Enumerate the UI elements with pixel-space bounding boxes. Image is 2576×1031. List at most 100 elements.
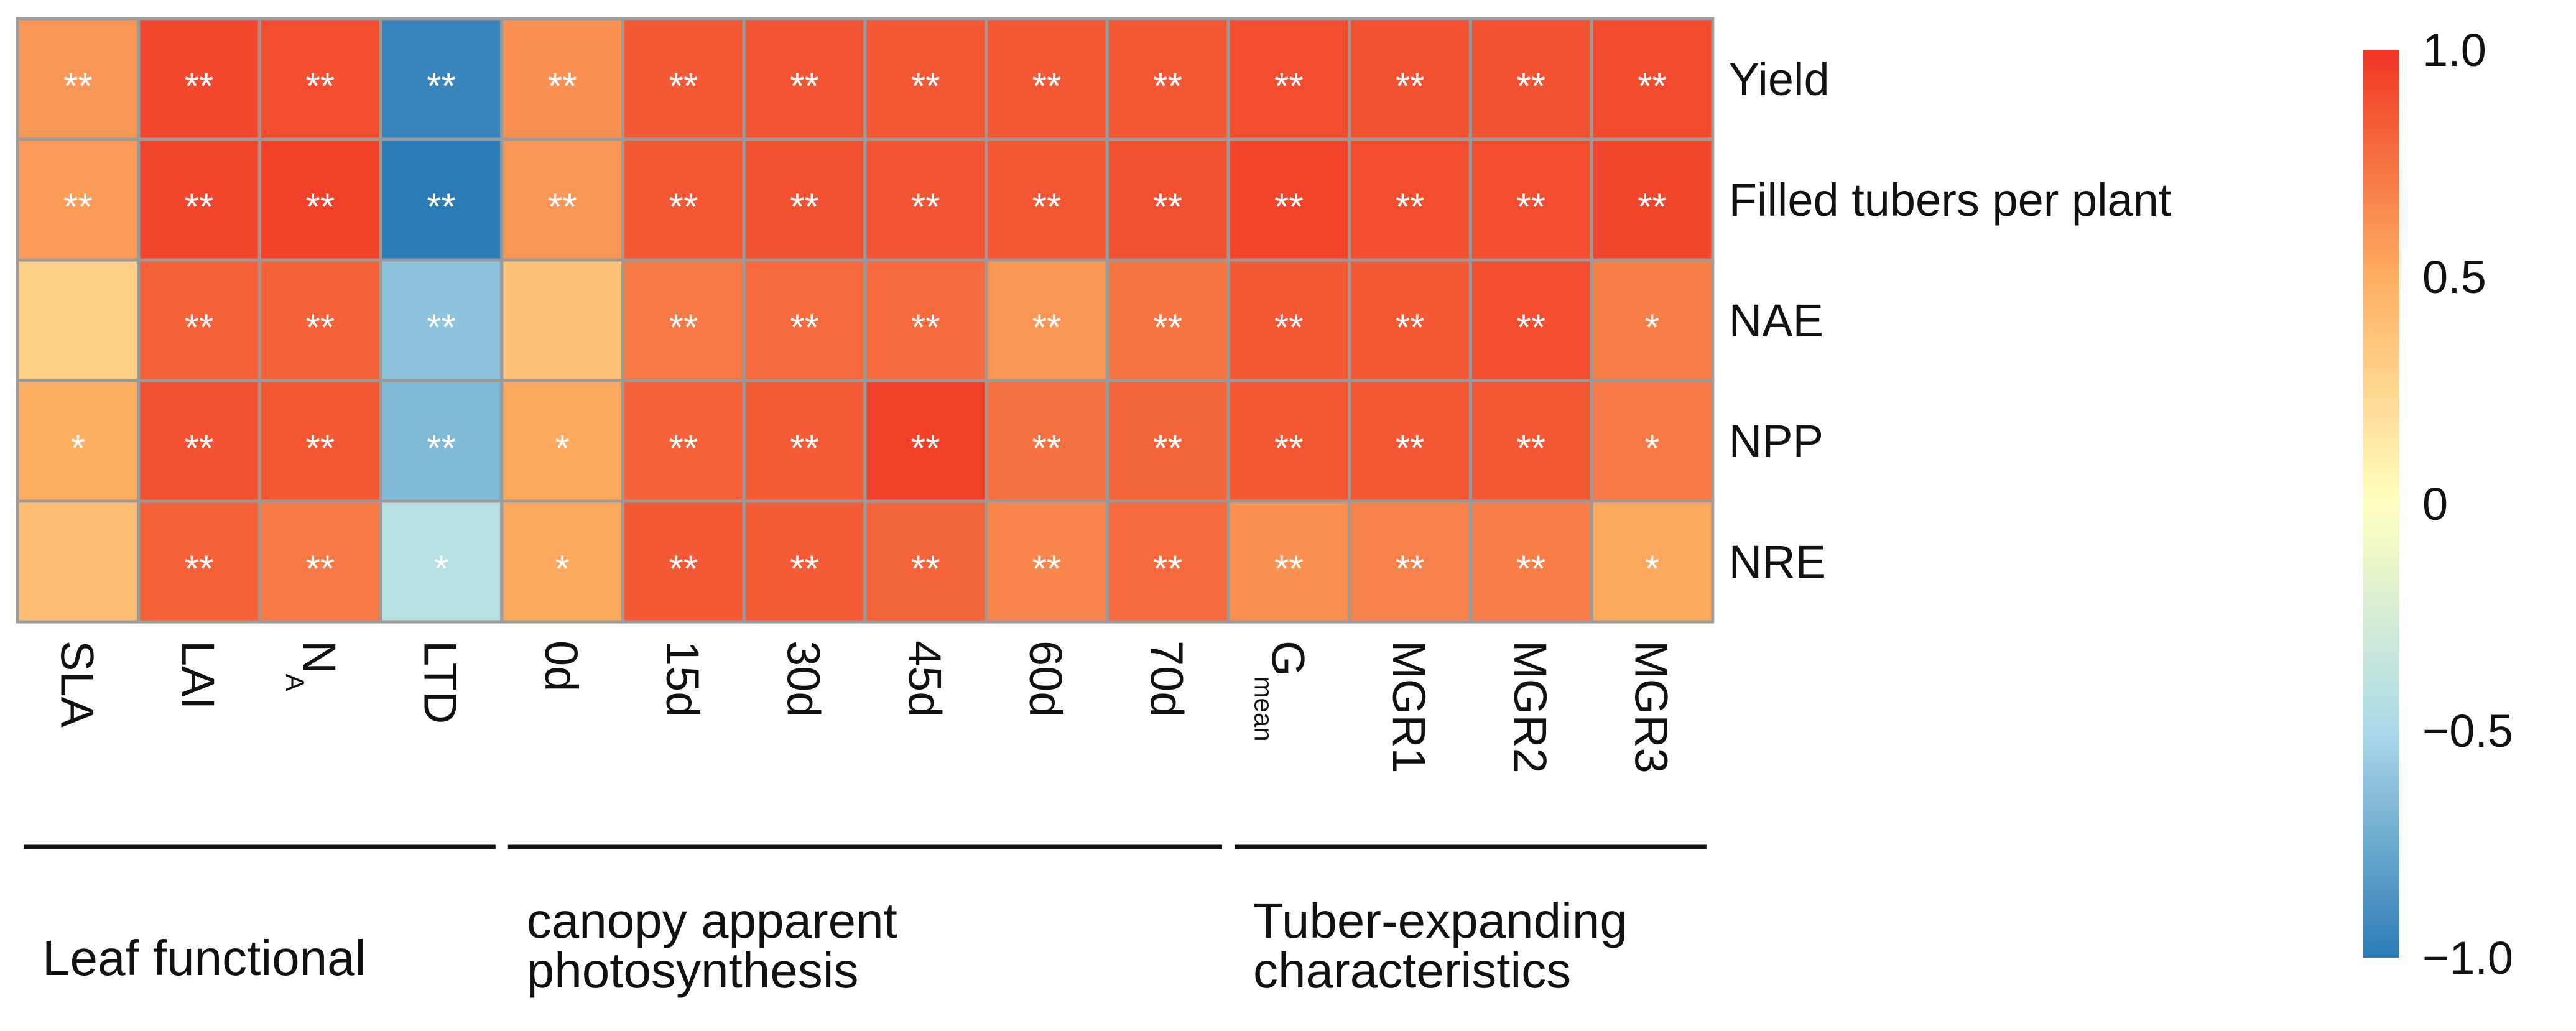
significance-mark: **	[185, 65, 214, 107]
heatmap-cell	[863, 137, 988, 262]
significance-mark: **	[1274, 186, 1304, 228]
column-label: MGR2	[1504, 640, 1556, 774]
column-label-text: 70d	[1141, 640, 1193, 717]
column-label: 30d	[778, 640, 830, 717]
heatmap-cell	[1590, 499, 1715, 624]
significance-mark: **	[1032, 548, 1062, 589]
heatmap-cell	[742, 137, 867, 262]
significance-mark: **	[1274, 427, 1304, 469]
heatmap-cell	[257, 137, 382, 262]
heatmap-cell	[1468, 379, 1593, 503]
scale-tick-label: 0.5	[2422, 251, 2486, 303]
heatmap-cell	[1105, 379, 1230, 503]
heatmap-cells: ** ** ** ** ** ** ** ** ** ** ** ** ** **** ** ** ** ** **…	[16, 17, 1715, 624]
column-label-main: 15d	[657, 640, 708, 717]
significance-mark: **	[427, 186, 456, 228]
significance-mark: **	[911, 307, 940, 348]
significance-mark: **	[1396, 548, 1425, 589]
significance-mark: **	[427, 427, 456, 469]
column-label-main: LTD	[414, 640, 466, 724]
significance-mark: **	[185, 186, 214, 228]
significance-mark: **	[548, 65, 577, 107]
significance-mark: **	[790, 186, 819, 228]
heatmap-cell	[621, 379, 746, 503]
significance-mark: **	[669, 427, 698, 469]
scale-tick-label: −1.0	[2422, 932, 2513, 984]
heatmap-cell	[379, 137, 504, 262]
significance-mark: **	[305, 65, 335, 107]
column-label: 70d	[1141, 640, 1193, 717]
significance-mark: **	[1153, 65, 1182, 107]
significance-mark: **	[790, 548, 819, 589]
heatmap-cell	[621, 137, 746, 262]
column-label-text: LTD	[414, 640, 466, 724]
heatmap-cell	[985, 499, 1109, 624]
significance-mark: **	[63, 186, 93, 228]
heatmap-cell	[137, 258, 261, 382]
significance-mark: **	[1516, 427, 1545, 469]
column-label-text: MGR2	[1504, 640, 1556, 774]
heatmap-cell	[1348, 17, 1472, 141]
column-label-text: Gmean	[1249, 640, 1313, 742]
column-label-main: 70d	[1141, 640, 1193, 717]
heatmap-cell	[500, 258, 624, 382]
heatmap-cell	[16, 17, 141, 141]
significance-mark: **	[427, 65, 456, 107]
column-label: MGR1	[1383, 640, 1435, 774]
column-label-text: 60d	[1020, 640, 1072, 717]
column-label-main: MGR2	[1504, 640, 1556, 774]
significance-mark: **	[548, 186, 577, 228]
column-label: LTD	[414, 640, 466, 724]
significance-mark: **	[669, 186, 698, 228]
significance-mark: **	[911, 186, 940, 228]
significance-mark: **	[185, 548, 214, 589]
significance-mark: **	[1032, 186, 1062, 228]
column-label-main: LAI	[172, 640, 224, 710]
group-label: photosynthesis	[527, 943, 859, 998]
row-labels: Yield Filled tubers per plant NAE NPP NRE	[1729, 53, 2172, 588]
column-label-text: LAI	[172, 640, 224, 710]
heatmap-cell	[1226, 258, 1351, 382]
column-label: NA	[280, 640, 345, 691]
row-label: Filled tubers per plant	[1729, 174, 2172, 226]
heatmap-cell	[742, 379, 867, 503]
scale-tick-label: 1.0	[2422, 24, 2486, 76]
significance-mark: *	[1645, 307, 1659, 348]
heatmap-cell	[1468, 137, 1593, 262]
significance-mark: *	[555, 427, 569, 469]
column-label: MGR3	[1625, 640, 1677, 774]
heatmap-cell	[500, 379, 624, 503]
significance-mark: **	[669, 548, 698, 589]
column-label-text: 45d	[899, 640, 950, 717]
significance-mark: **	[1153, 548, 1182, 589]
group-label: canopy apparent	[527, 893, 897, 948]
heatmap-cell	[137, 379, 261, 503]
heatmap-cell	[742, 499, 867, 624]
column-label: 45d	[899, 640, 950, 717]
significance-mark: **	[669, 65, 698, 107]
significance-mark: **	[1396, 427, 1425, 469]
heatmap-cell	[1590, 379, 1715, 503]
scale-tick-label: −0.5	[2422, 705, 2513, 757]
group-label: characteristics	[1253, 943, 1571, 998]
significance-mark: *	[555, 548, 569, 589]
column-label-text: MGR1	[1383, 640, 1435, 774]
significance-mark: **	[185, 307, 214, 348]
column-labels: SLA LAI NA LTD 0d 15d 30d 45d 60d 70d Gmean MGR1 MGR…	[51, 640, 1677, 774]
significance-mark: **	[1153, 427, 1182, 469]
significance-mark: *	[71, 427, 85, 469]
column-label: LAI	[172, 640, 224, 710]
significance-mark: **	[1032, 427, 1062, 469]
heatmap-cell	[985, 379, 1109, 503]
significance-mark: **	[1516, 186, 1545, 228]
heatmap-cell	[1105, 17, 1230, 141]
column-label-main: 0d	[535, 640, 587, 691]
significance-mark: **	[1274, 65, 1304, 107]
significance-mark: **	[790, 307, 819, 348]
column-label: Gmean	[1249, 640, 1313, 742]
color-scale-legend: 1.0 0.5 0 −0.5 −1.0	[2363, 24, 2513, 984]
heatmap-cell	[863, 17, 988, 141]
column-label-main: SLA	[51, 640, 103, 728]
column-label-main: MGR1	[1383, 640, 1435, 774]
